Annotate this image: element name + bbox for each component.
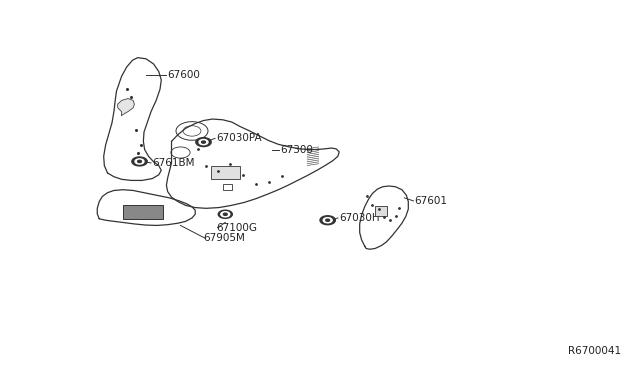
Text: 67030PA: 67030PA: [216, 134, 262, 143]
Text: 6761BM: 6761BM: [152, 158, 195, 168]
Text: 67600: 67600: [168, 70, 200, 80]
Bar: [223, 184, 232, 190]
Bar: [375, 206, 387, 216]
Circle shape: [221, 212, 230, 217]
Polygon shape: [118, 99, 134, 115]
Text: 67100G: 67100G: [216, 223, 257, 232]
Text: 67300: 67300: [280, 145, 313, 154]
Circle shape: [196, 138, 211, 147]
Bar: [123, 205, 163, 219]
Circle shape: [135, 159, 144, 164]
Circle shape: [202, 141, 205, 143]
Circle shape: [199, 140, 208, 145]
Circle shape: [320, 216, 335, 225]
Circle shape: [323, 218, 332, 223]
Circle shape: [326, 219, 330, 221]
Text: 67601: 67601: [415, 196, 448, 206]
Circle shape: [223, 213, 227, 215]
Circle shape: [138, 160, 141, 163]
Bar: [211, 166, 240, 179]
Circle shape: [132, 157, 147, 166]
Circle shape: [218, 210, 232, 218]
Text: 67030H: 67030H: [339, 213, 380, 223]
Text: 67905M: 67905M: [204, 233, 245, 243]
Text: R6700041: R6700041: [568, 346, 621, 356]
